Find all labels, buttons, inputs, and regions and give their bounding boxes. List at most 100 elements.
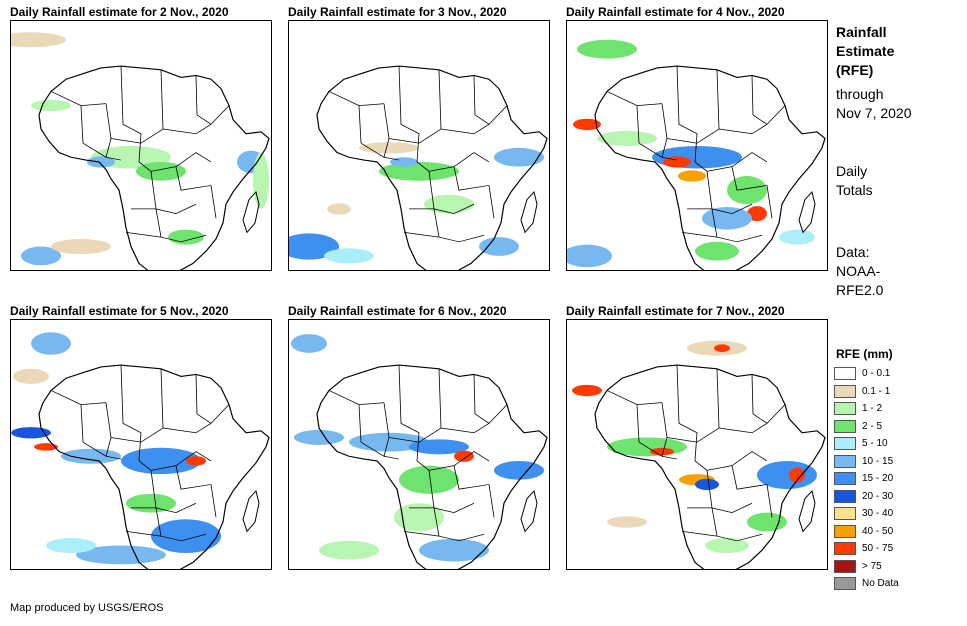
rainfall-area bbox=[31, 99, 71, 112]
rainfall-area bbox=[379, 161, 459, 181]
country-border bbox=[180, 234, 207, 243]
rainfall-area bbox=[714, 344, 730, 352]
country-border bbox=[488, 185, 495, 219]
rainfall-area bbox=[789, 467, 805, 483]
country-border bbox=[195, 374, 212, 424]
rainfall-area bbox=[705, 537, 749, 554]
madagascar-outline bbox=[242, 490, 260, 533]
africa-rainfall-map bbox=[566, 20, 828, 271]
africa-coastline bbox=[38, 364, 270, 569]
rainfall-area bbox=[253, 152, 269, 209]
rainfall-area bbox=[747, 512, 787, 532]
country-border bbox=[453, 166, 490, 191]
country-border bbox=[736, 234, 763, 243]
country-border bbox=[388, 128, 442, 144]
legend-item: 5 - 10 bbox=[834, 435, 954, 453]
legend-item: 10 - 15 bbox=[834, 453, 954, 471]
legend-swatch bbox=[834, 577, 856, 591]
legend-label: 20 - 30 bbox=[862, 490, 894, 502]
legend-title: RFE (mm) bbox=[836, 347, 893, 361]
legend-item: 50 - 75 bbox=[834, 540, 954, 558]
data-source-text: Data: NOAA- RFE2.0 bbox=[836, 243, 956, 300]
rainfall-area bbox=[577, 39, 637, 59]
country-border bbox=[403, 531, 440, 537]
country-border bbox=[706, 470, 753, 514]
country-border bbox=[716, 368, 720, 429]
country-border bbox=[716, 69, 720, 130]
map-credit: Map produced by USGS/EROS bbox=[10, 602, 164, 614]
country-border bbox=[681, 531, 718, 537]
rainfall-area bbox=[572, 384, 602, 397]
rainfall-area bbox=[46, 537, 96, 554]
country-border bbox=[180, 533, 207, 542]
country-border bbox=[80, 404, 84, 443]
country-border bbox=[751, 75, 768, 125]
legend-label: 40 - 50 bbox=[862, 525, 894, 537]
legend-swatch bbox=[834, 489, 856, 503]
legend-label: 5 - 10 bbox=[862, 438, 888, 450]
country-border bbox=[82, 142, 122, 161]
rainfall-area bbox=[13, 368, 49, 384]
legend-label: No Data bbox=[862, 578, 899, 590]
legend-item: 0.1 - 1 bbox=[834, 383, 954, 401]
title-line: Estimate bbox=[836, 43, 895, 59]
legend-swatch bbox=[834, 524, 856, 538]
rfe-legend: RFE (mm) 0 - 0.1 0.1 - 1 1 - 2 2 - 5 5 - 10 1… bbox=[834, 347, 954, 593]
country-border bbox=[766, 484, 773, 518]
country-border bbox=[125, 531, 162, 537]
country-border bbox=[666, 128, 720, 144]
country-border bbox=[175, 166, 212, 191]
rainfall-area bbox=[757, 460, 817, 490]
country-border bbox=[80, 105, 84, 144]
title-line: (RFE) bbox=[836, 62, 874, 78]
legend-swatch bbox=[834, 402, 856, 416]
country-border bbox=[360, 441, 400, 460]
africa-coastline bbox=[316, 65, 548, 270]
country-border bbox=[428, 470, 475, 514]
country-border bbox=[458, 234, 485, 243]
country-border bbox=[440, 105, 508, 135]
legend-item: 1 - 2 bbox=[834, 400, 954, 418]
rainfall-area bbox=[727, 176, 767, 205]
country-border bbox=[718, 404, 786, 434]
rainfall-area bbox=[324, 248, 374, 264]
legend-label: 0 - 0.1 bbox=[862, 368, 891, 380]
country-border bbox=[416, 133, 490, 172]
rainfall-area bbox=[390, 157, 418, 167]
country-border bbox=[606, 390, 663, 405]
through-line: through bbox=[836, 86, 884, 102]
legend-item: 15 - 20 bbox=[834, 470, 954, 488]
madagascar-outline bbox=[520, 490, 538, 533]
country-border bbox=[676, 66, 698, 135]
rainfall-area bbox=[607, 516, 647, 528]
country-border bbox=[138, 432, 212, 471]
country-border bbox=[388, 427, 442, 443]
country-border bbox=[50, 390, 107, 405]
legend-label: 50 - 75 bbox=[862, 543, 894, 555]
country-border bbox=[110, 128, 164, 144]
legend-label: 1 - 2 bbox=[862, 403, 883, 415]
rainfall-area bbox=[136, 161, 186, 181]
through-line: Nov 7, 2020 bbox=[836, 105, 912, 121]
totals-line: Daily bbox=[836, 163, 868, 179]
country-border bbox=[638, 142, 678, 161]
rainfall-area bbox=[419, 538, 489, 562]
rainfall-area bbox=[747, 206, 767, 222]
rainfall-area bbox=[51, 238, 111, 255]
country-border bbox=[162, 105, 230, 135]
country-border bbox=[150, 171, 197, 215]
rainfall-map-svg bbox=[567, 39, 826, 270]
madagascar-outline bbox=[798, 191, 816, 234]
legend-swatch bbox=[834, 454, 856, 468]
rainfall-area bbox=[121, 447, 201, 475]
africa-coastline bbox=[316, 364, 548, 569]
country-border bbox=[110, 427, 164, 443]
rainfall-area bbox=[573, 118, 601, 130]
africa-coastline bbox=[38, 65, 270, 270]
country-border bbox=[398, 365, 420, 434]
country-border bbox=[694, 432, 768, 471]
africa-rainfall-map bbox=[10, 319, 272, 570]
legend-item: 2 - 5 bbox=[834, 418, 954, 436]
rainfall-area bbox=[479, 237, 519, 256]
rainfall-map-svg bbox=[572, 340, 826, 569]
